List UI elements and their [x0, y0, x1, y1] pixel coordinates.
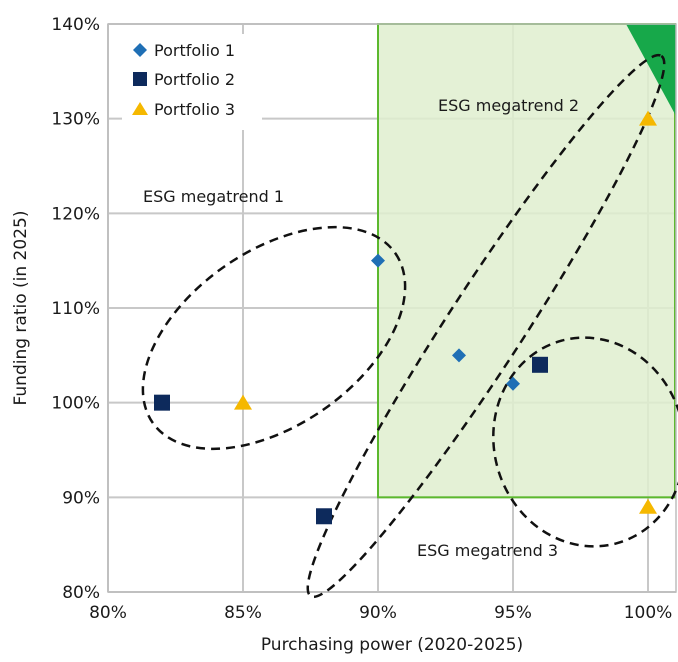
- target-region: [377, 23, 676, 499]
- legend-label-portfolio-2: Portfolio 2: [154, 70, 235, 89]
- y-tick-label: 120%: [51, 204, 100, 224]
- y-tick-label: 100%: [51, 394, 100, 414]
- plot-border: [107, 23, 677, 593]
- x-axis-title: Purchasing power (2020-2025): [261, 635, 523, 655]
- x-tick-label: 95%: [494, 603, 532, 623]
- plot-frame: [107, 23, 677, 593]
- ellipse-megatrend-3: [492, 336, 678, 548]
- point-square: [154, 394, 170, 411]
- annotation-esg-megatrend-3: ESG megatrend 3: [417, 541, 558, 560]
- annotation-esg-megatrend-2: ESG megatrend 2: [438, 96, 579, 115]
- y-tick-label: 140%: [51, 15, 100, 35]
- x-tick-label: 100%: [624, 603, 673, 623]
- tick-labels: 80% 85% 90% 95% 100% 80% 90% 100% 110% 120% 130% 14…: [51, 15, 672, 623]
- x-tick-label: 85%: [224, 603, 262, 623]
- corner-triangle-shape: [626, 24, 676, 116]
- legend-label-portfolio-1: Portfolio 1: [154, 41, 235, 60]
- point-diamond: [371, 253, 385, 268]
- point-triangle: [639, 498, 657, 514]
- x-tick-label: 80%: [89, 603, 127, 623]
- y-tick-label: 80%: [62, 583, 100, 603]
- point-square: [316, 508, 332, 525]
- legend: Portfolio 1 Portfolio 2 Portfolio 3: [122, 34, 262, 130]
- point-triangle: [639, 110, 657, 126]
- y-axis-title: Funding ratio (in 2025): [11, 211, 31, 406]
- x-tick-label: 90%: [359, 603, 397, 623]
- legend-label-portfolio-3: Portfolio 3: [154, 100, 235, 119]
- data-points: [154, 110, 657, 525]
- point-diamond: [452, 348, 466, 363]
- y-tick-label: 110%: [51, 299, 100, 319]
- target-region-rect: [377, 23, 676, 499]
- point-diamond: [506, 376, 520, 391]
- legend-item-portfolio-1: Portfolio 1: [133, 41, 235, 60]
- point-triangle: [234, 394, 252, 410]
- y-tick-label: 90%: [62, 488, 100, 508]
- legend-triangle-marker: [132, 102, 148, 115]
- legend-diamond-marker: [133, 43, 147, 57]
- ellipse-megatrend-1: [141, 225, 407, 451]
- legend-item-portfolio-2: Portfolio 2: [133, 70, 235, 89]
- legend-square-marker: [133, 72, 147, 86]
- megatrend-ellipses: [141, 53, 678, 599]
- annotation-esg-megatrend-1: ESG megatrend 1: [143, 187, 284, 206]
- point-square: [532, 356, 548, 373]
- legend-item-portfolio-3: Portfolio 3: [132, 100, 235, 119]
- corner-triangle: [626, 24, 676, 116]
- y-tick-label: 130%: [51, 110, 100, 130]
- ellipse-megatrend-2: [306, 53, 666, 599]
